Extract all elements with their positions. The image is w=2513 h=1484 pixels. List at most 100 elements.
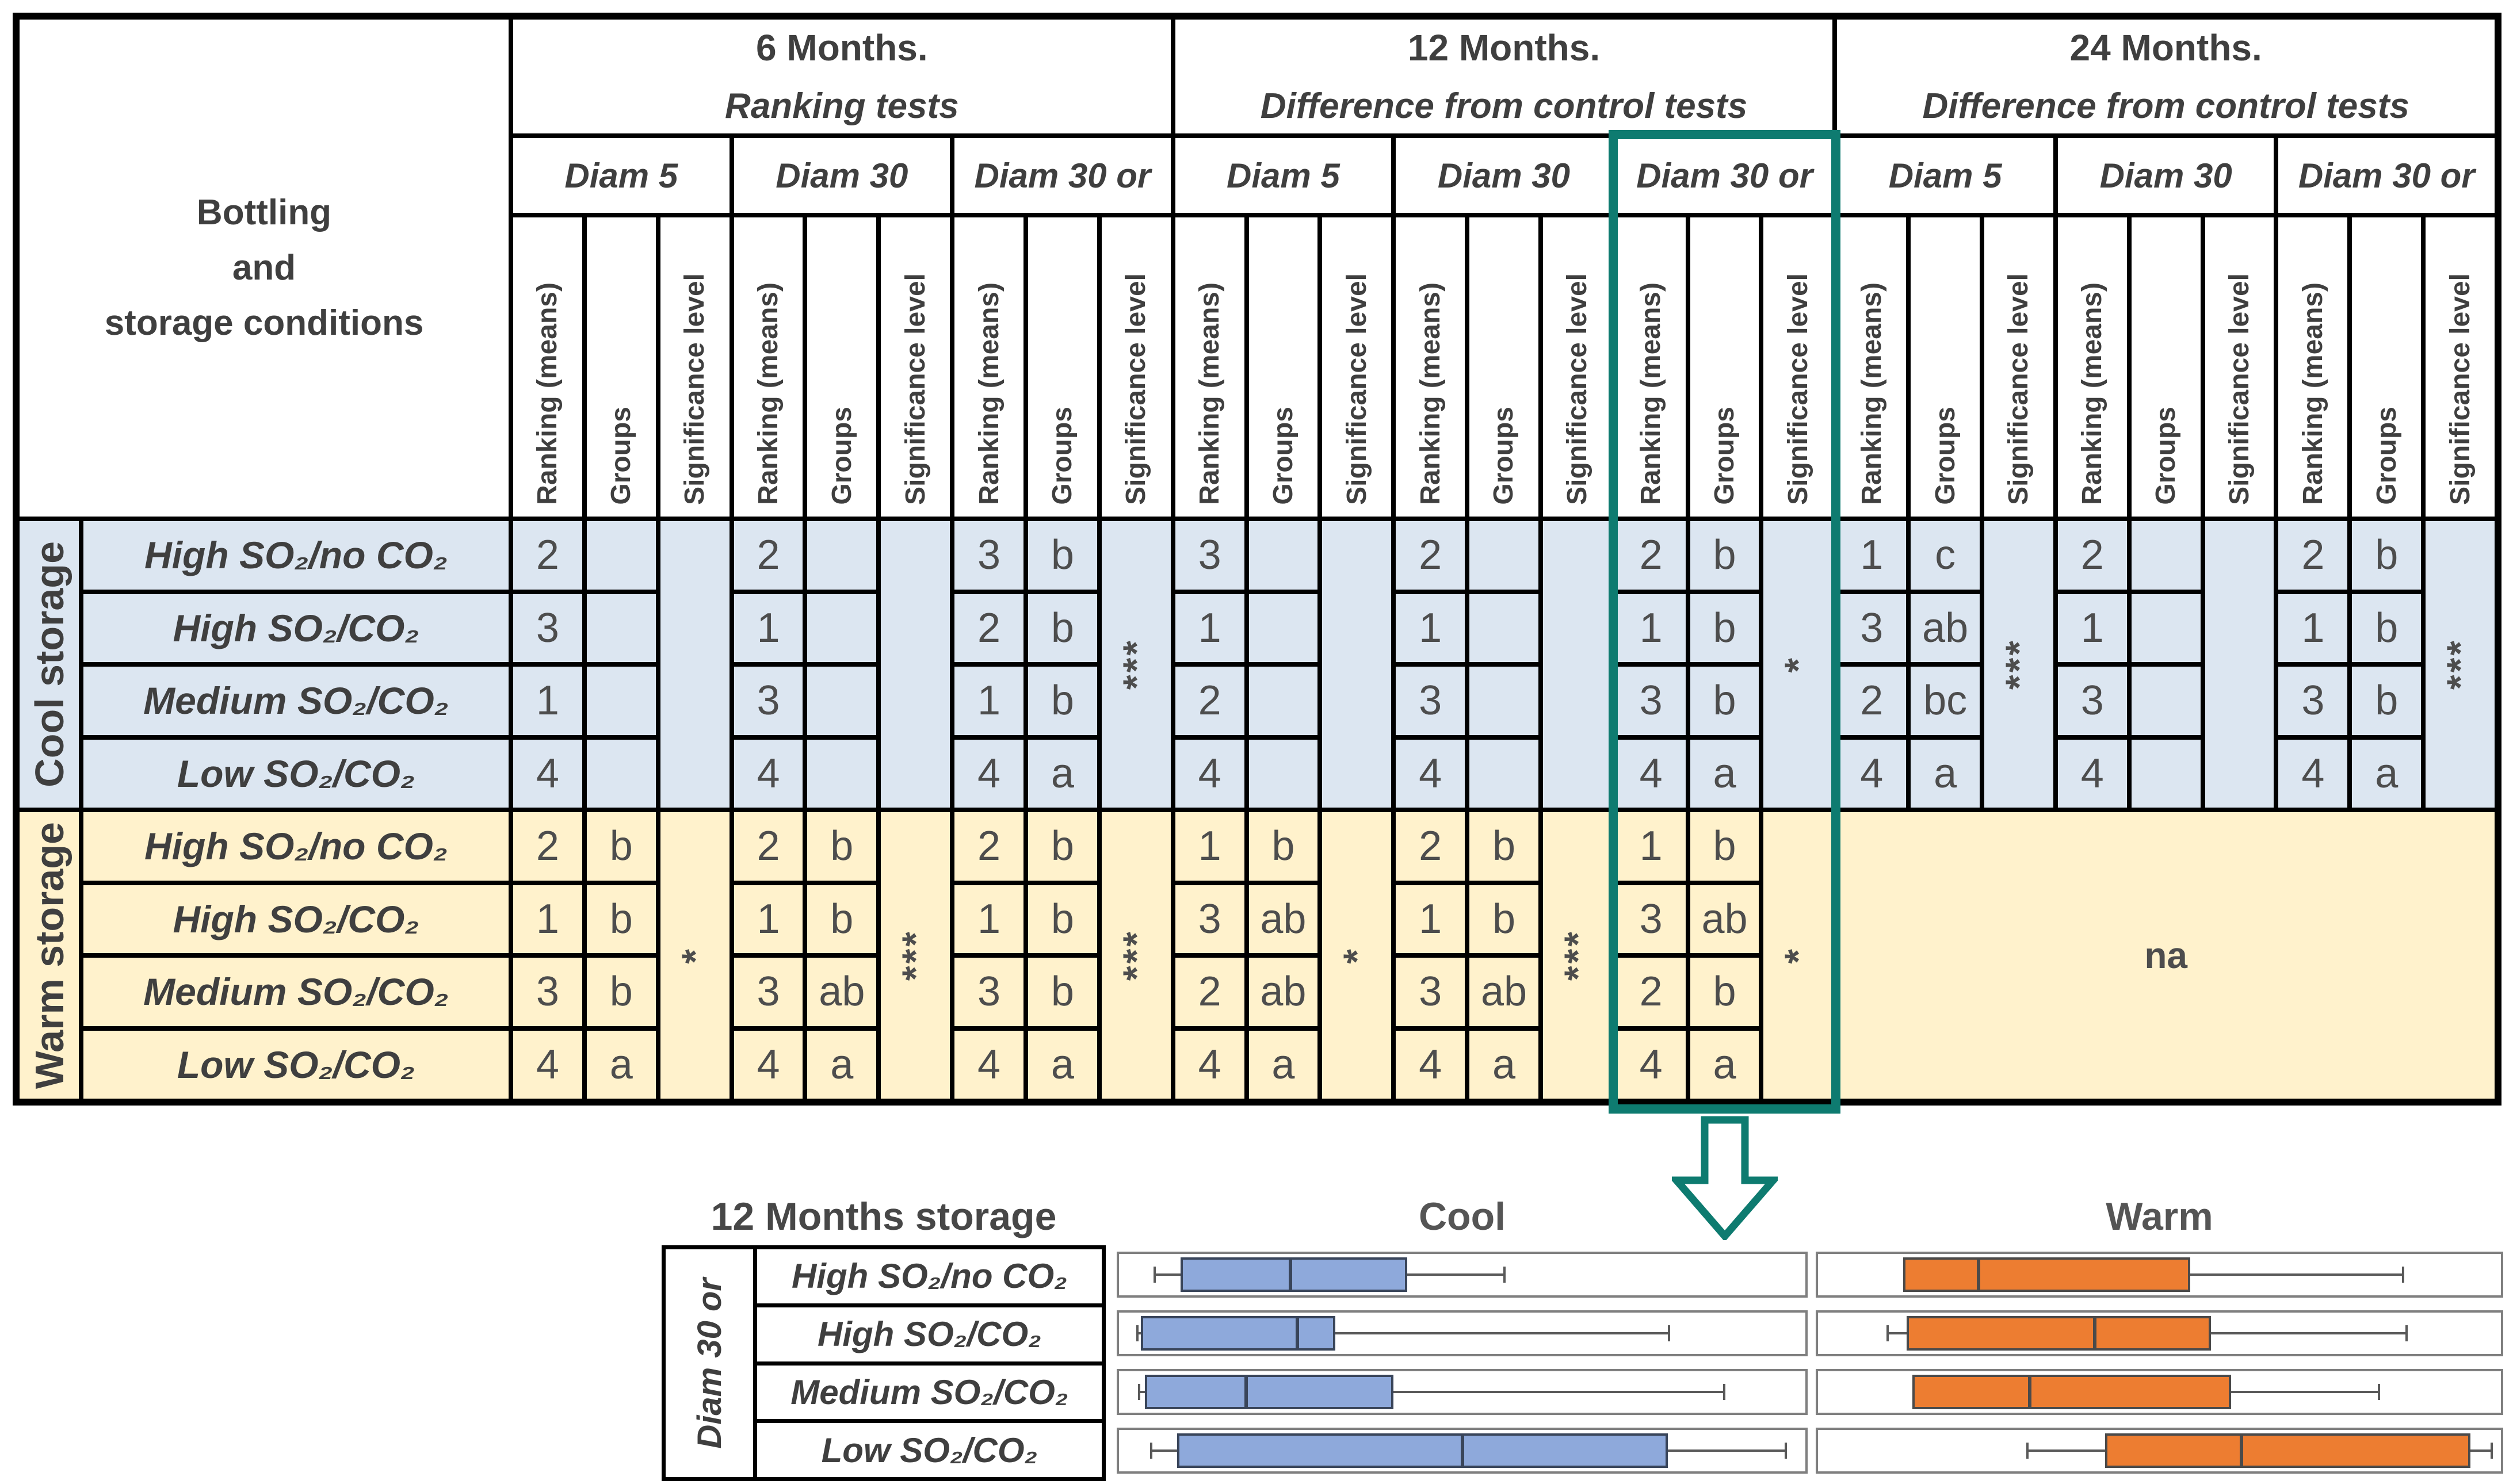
column-label: Significance level <box>1542 217 1612 517</box>
significance-cell-text: *** <box>1997 638 2040 690</box>
column-label-text: Ranking (means) <box>973 282 1005 505</box>
column-label-text: Significance level <box>1782 273 1813 505</box>
whisker-tick <box>1668 1325 1671 1342</box>
column-label: Significance level <box>1322 217 1392 517</box>
ranking-cell: 2 <box>1616 521 1686 590</box>
boxplot-condition-label: High SO₂/no CO₂ <box>757 1249 1102 1303</box>
groups-cell <box>807 739 877 808</box>
whisker-line <box>1138 1391 1145 1393</box>
storage-label: Warm storage <box>20 812 79 1099</box>
groups-cell <box>2131 521 2201 590</box>
boxplot-panel <box>1117 1310 1808 1356</box>
whisker-line <box>1153 1273 1181 1276</box>
median-line <box>1289 1257 1293 1292</box>
groups-cell: ab <box>1248 958 1318 1026</box>
column-label: Groups <box>1469 217 1538 517</box>
down-arrow-icon <box>1671 1116 1778 1240</box>
ranking-cell: 3 <box>1396 958 1465 1026</box>
month-title: 12 Months. <box>1407 27 1601 69</box>
results-table: Bottling and storage conditions 6 Months… <box>13 13 2501 1106</box>
cool-panel-title: Cool <box>1418 1195 1506 1238</box>
column-label: Groups <box>2352 217 2422 517</box>
groups-cell <box>586 739 656 808</box>
groups-cell: a <box>1248 1030 1318 1099</box>
column-label: Groups <box>1028 217 1097 517</box>
condition-label: Medium SO₂/CO₂ <box>83 958 509 1026</box>
median-line <box>1296 1315 1300 1351</box>
groups-cell: b <box>807 812 877 881</box>
ranking-cell: 4 <box>954 739 1023 808</box>
groups-cell: a <box>1690 1030 1759 1099</box>
column-label-text: Groups <box>2371 407 2402 505</box>
column-label: Ranking (means) <box>2057 217 2127 517</box>
ranking-cell: 1 <box>1837 521 1907 590</box>
ranking-cell: 3 <box>2057 667 2127 735</box>
groups-cell: ab <box>1469 958 1538 1026</box>
groups-cell: b <box>586 812 656 881</box>
column-label: Ranking (means) <box>954 217 1023 517</box>
diam-header: Diam 5 <box>513 138 730 213</box>
month-header-6: 6 Months. Ranking tests <box>513 20 1171 133</box>
groups-cell <box>807 594 877 662</box>
groups-cell <box>586 521 656 590</box>
ranking-cell: 2 <box>734 521 803 590</box>
column-label-text: Significance level <box>2224 273 2255 505</box>
groups-cell: a <box>1028 739 1097 808</box>
ranking-cell: 2 <box>2057 521 2127 590</box>
groups-cell <box>807 521 877 590</box>
column-label-text: Significance level <box>900 273 931 505</box>
significance-cell: *** <box>881 812 950 1099</box>
column-label: Significance level <box>1763 217 1833 517</box>
column-label-text: Significance level <box>1121 273 1152 505</box>
significance-cell-text: *** <box>1114 638 1158 690</box>
ranking-cell: 2 <box>513 521 582 590</box>
whisker-tick <box>1503 1266 1506 1283</box>
significance-cell: *** <box>1542 812 1612 1099</box>
groups-cell: b <box>1690 958 1759 1026</box>
whisker-tick <box>1153 1266 1156 1283</box>
corner-line: storage conditions <box>104 303 424 343</box>
significance-cell: *** <box>1984 521 2053 808</box>
box <box>1903 1257 2190 1292</box>
groups-cell: b <box>1028 958 1097 1026</box>
ranking-cell: 4 <box>513 1030 582 1099</box>
groups-cell <box>586 594 656 662</box>
ranking-cell: 4 <box>2278 739 2348 808</box>
groups-cell: b <box>586 885 656 953</box>
corner-header: Bottling and storage conditions <box>20 20 509 517</box>
groups-cell: b <box>1028 812 1097 881</box>
whisker-line <box>1886 1332 1907 1334</box>
ranking-cell: 3 <box>1175 885 1244 953</box>
groups-cell: ab <box>1248 885 1318 953</box>
ranking-cell: 3 <box>734 667 803 735</box>
whisker-tick <box>1785 1442 1788 1459</box>
whisker-line <box>2026 1449 2105 1452</box>
column-label: Significance level <box>2426 217 2495 517</box>
ranking-cell: 4 <box>1616 1030 1686 1099</box>
boxplot-condition-label: Low SO₂/CO₂ <box>757 1423 1102 1477</box>
column-label-text: Ranking (means) <box>2297 282 2328 505</box>
groups-cell: a <box>1690 739 1759 808</box>
column-label: Significance level <box>1984 217 2053 517</box>
column-label: Significance level <box>881 217 950 517</box>
column-label: Ranking (means) <box>734 217 803 517</box>
boxplot-panel <box>1117 1428 1808 1474</box>
groups-cell <box>1248 521 1318 590</box>
significance-cell: *** <box>2426 521 2495 808</box>
diam-header: Diam 30 <box>1396 138 1612 213</box>
significance-cell-text: *** <box>894 930 937 981</box>
groups-cell: ab <box>1911 594 1980 662</box>
box <box>1907 1315 2211 1351</box>
ranking-cell: 3 <box>954 958 1023 1026</box>
ranking-cell: 4 <box>1175 1030 1244 1099</box>
ranking-cell: 2 <box>954 594 1023 662</box>
ranking-cell: 1 <box>513 667 582 735</box>
ranking-cell: 4 <box>1396 1030 1465 1099</box>
month-header-12: 12 Months. Difference from control tests <box>1175 20 1833 133</box>
ranking-cell: 3 <box>1616 667 1686 735</box>
median-line <box>2027 1374 2031 1410</box>
column-label: Significance level <box>2205 217 2274 517</box>
ranking-cell: 2 <box>1396 812 1465 881</box>
column-label-text: Groups <box>1267 407 1298 505</box>
